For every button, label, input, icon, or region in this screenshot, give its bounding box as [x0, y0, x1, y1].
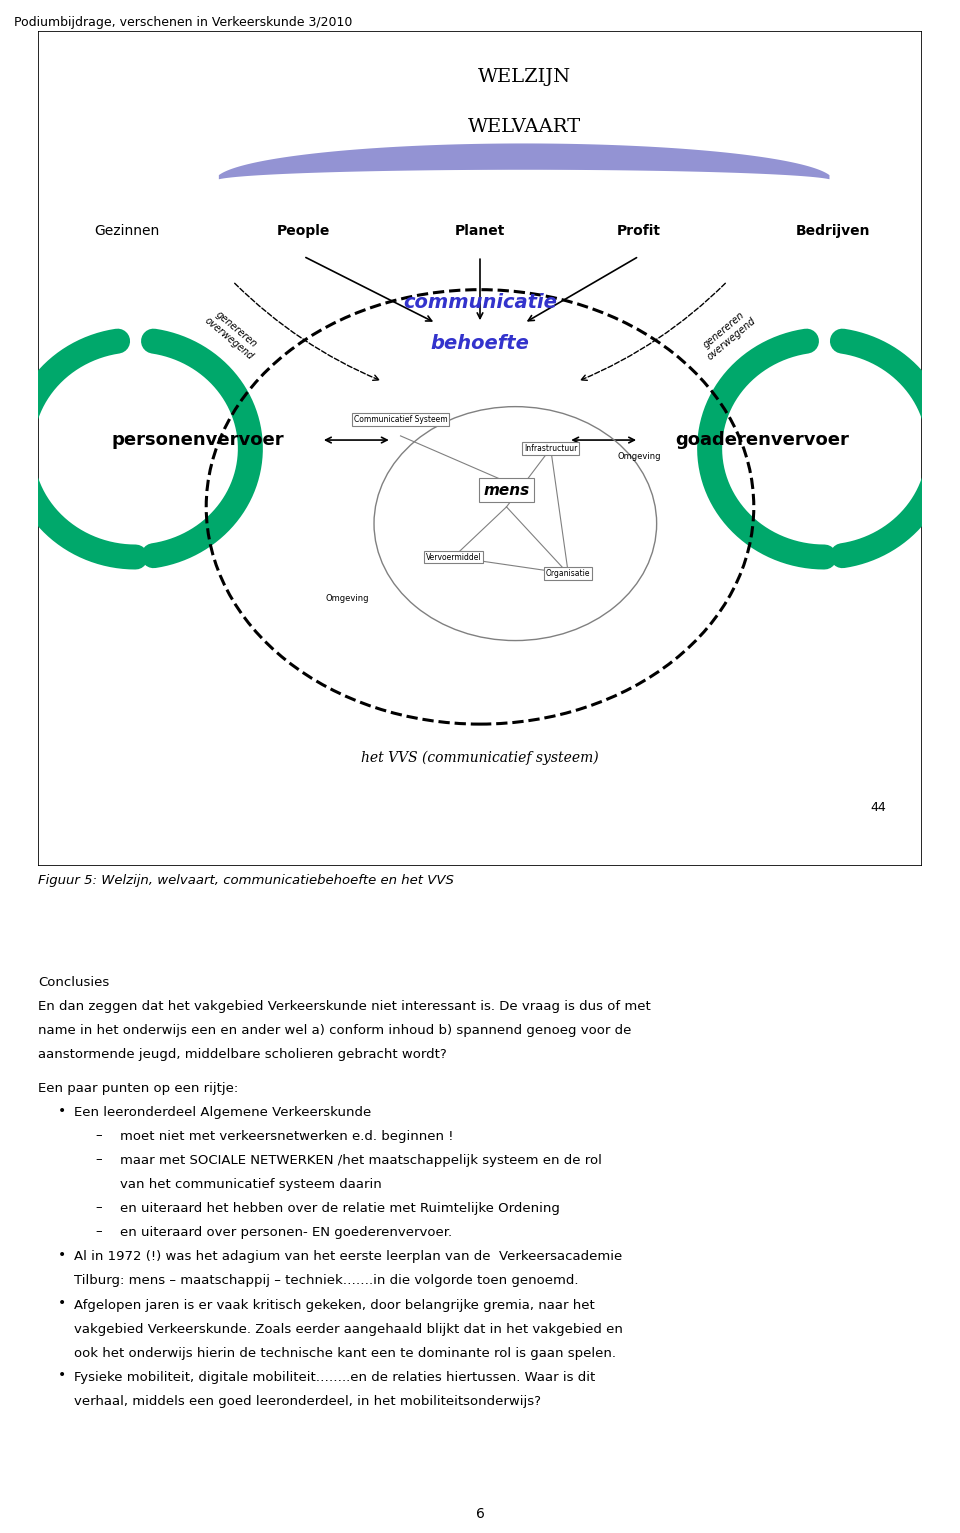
Text: Een leeronderdeel Algemene Verkeerskunde: Een leeronderdeel Algemene Verkeerskunde — [74, 1107, 371, 1119]
Text: Bedrijven: Bedrijven — [796, 224, 871, 238]
Text: het VVS (communicatief systeem): het VVS (communicatief systeem) — [361, 750, 599, 765]
Text: Figuur 5: Welzijn, welvaart, communicatiebehoefte en het VVS: Figuur 5: Welzijn, welvaart, communicati… — [38, 874, 454, 886]
Text: communicatie: communicatie — [403, 293, 557, 311]
Text: •: • — [58, 1104, 66, 1118]
Text: Een paar punten op een rijtje:: Een paar punten op een rijtje: — [38, 1082, 239, 1095]
Text: En dan zeggen dat het vakgebied Verkeerskunde niet interessant is. De vraag is d: En dan zeggen dat het vakgebied Verkeers… — [38, 1001, 651, 1013]
Text: Afgelopen jaren is er vaak kritisch gekeken, door belangrijke gremia, naar het: Afgelopen jaren is er vaak kritisch geke… — [74, 1298, 594, 1312]
Text: genereren
overwegend: genereren overwegend — [697, 307, 757, 362]
Text: Planet: Planet — [455, 224, 505, 238]
Text: ook het onderwijs hierin de technische kant een te dominante rol is gaan spelen.: ook het onderwijs hierin de technische k… — [74, 1346, 615, 1360]
Text: •: • — [58, 1248, 66, 1262]
Text: People: People — [276, 224, 330, 238]
Text: –: – — [96, 1200, 103, 1214]
Text: personenvervoer: personenvervoer — [111, 431, 284, 449]
Text: •: • — [58, 1367, 66, 1381]
Text: goaderenvervoer: goaderenvervoer — [676, 431, 850, 449]
Text: name in het onderwijs een en ander wel a) conform inhoud b) spannend genoeg voor: name in het onderwijs een en ander wel a… — [38, 1024, 632, 1038]
Text: •: • — [58, 1295, 66, 1309]
Text: Fysieke mobiliteit, digitale mobiliteit……..en de relaties hiertussen. Waar is di: Fysieke mobiliteit, digitale mobiliteit…… — [74, 1371, 595, 1384]
Polygon shape — [219, 144, 829, 179]
Text: verhaal, middels een goed leeronderdeel, in het mobiliteitsonderwijs?: verhaal, middels een goed leeronderdeel,… — [74, 1395, 540, 1407]
Text: 44: 44 — [871, 802, 886, 814]
Text: Conclusies: Conclusies — [38, 977, 109, 989]
Text: aanstormende jeugd, middelbare scholieren gebracht wordt?: aanstormende jeugd, middelbare scholiere… — [38, 1049, 447, 1061]
Text: maar met SOCIALE NETWERKEN /het maatschappelijk systeem en de rol: maar met SOCIALE NETWERKEN /het maatscha… — [120, 1154, 602, 1167]
Text: Tilburg: mens – maatschappij – techniek…….in die volgorde toen genoemd.: Tilburg: mens – maatschappij – techniek…… — [74, 1274, 578, 1288]
Text: Gezinnen: Gezinnen — [94, 224, 159, 238]
Text: WELVAART: WELVAART — [468, 118, 581, 136]
Text: Omgeving: Omgeving — [617, 452, 660, 461]
Text: en uiteraard het hebben over de relatie met Ruimtelijke Ordening: en uiteraard het hebben over de relatie … — [120, 1202, 560, 1216]
Text: –: – — [96, 1153, 103, 1165]
Text: –: – — [96, 1128, 103, 1142]
Text: moet niet met verkeersnetwerken e.d. beginnen !: moet niet met verkeersnetwerken e.d. beg… — [120, 1130, 453, 1144]
Text: Al in 1972 (!) was het adagium van het eerste leerplan van de  Verkeersacademie: Al in 1972 (!) was het adagium van het e… — [74, 1251, 622, 1263]
Text: mens: mens — [484, 483, 530, 498]
Text: Infrastructuur: Infrastructuur — [524, 445, 577, 452]
Text: van het communicatief systeem daarin: van het communicatief systeem daarin — [120, 1179, 381, 1191]
Text: Omgeving: Omgeving — [325, 595, 370, 604]
Text: genereren
overwegend: genereren overwegend — [203, 307, 263, 362]
Text: Organisatie: Organisatie — [546, 569, 590, 578]
Text: Communicatief Systeem: Communicatief Systeem — [353, 414, 447, 423]
Text: Vervoermiddel: Vervoermiddel — [425, 552, 481, 561]
Text: Profit: Profit — [617, 224, 661, 238]
Text: –: – — [96, 1225, 103, 1237]
Text: 6: 6 — [475, 1507, 485, 1521]
Text: en uiteraard over personen- EN goederenvervoer.: en uiteraard over personen- EN goederenv… — [120, 1226, 452, 1239]
Text: Podiumbijdrage, verschenen in Verkeerskunde 3/2010: Podiumbijdrage, verschenen in Verkeersku… — [14, 15, 352, 29]
Text: behoefte: behoefte — [431, 334, 529, 354]
Text: vakgebied Verkeerskunde. Zoals eerder aangehaald blijkt dat in het vakgebied en: vakgebied Verkeerskunde. Zoals eerder aa… — [74, 1323, 623, 1335]
Text: WELZIJN: WELZIJN — [477, 67, 571, 86]
